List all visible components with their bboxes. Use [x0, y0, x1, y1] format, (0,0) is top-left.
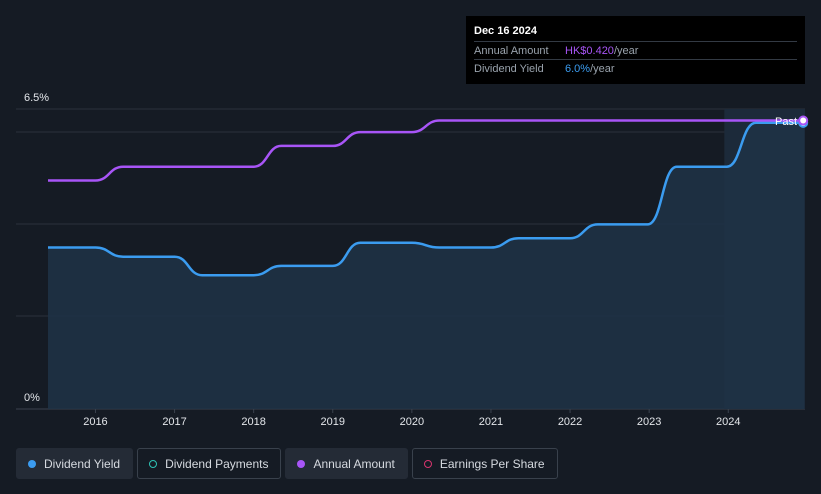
x-tick-label: 2022	[558, 416, 582, 428]
legend-item-dividend-payments[interactable]: Dividend Payments	[137, 448, 282, 479]
past-label: Past	[775, 116, 797, 128]
annual-amount-line	[48, 119, 805, 182]
legend-item-earnings-per-share[interactable]: Earnings Per Share	[411, 448, 558, 479]
x-tick-label: 2023	[637, 416, 661, 428]
tooltip-row-amount: Annual Amount HK$0.420 /year	[474, 41, 797, 59]
legend-item-dividend-yield[interactable]: Dividend Yield	[16, 448, 134, 479]
legend-label: Dividend Yield	[44, 456, 121, 471]
tooltip-amount-unit: /year	[613, 45, 639, 57]
legend-label: Dividend Payments	[165, 456, 269, 471]
x-tick-label: 2021	[479, 416, 503, 428]
tooltip-yield-label: Dividend Yield	[474, 63, 544, 75]
tooltip-amount-value: HK$0.420	[565, 45, 614, 57]
y-tick-label-bottom: 0%	[24, 392, 40, 404]
dividend-chart: 6.5% 0% 2016 2017 2018 2019 2020 2021 2022 2023 20…	[16, 92, 809, 428]
tooltip: Dec 16 2024 Annual Amount HK$0.420 /year…	[466, 16, 805, 84]
legend-label: Earnings Per Share	[439, 456, 545, 471]
earnings-per-share-dot-icon	[423, 459, 432, 468]
tooltip-date: Dec 16 2024	[474, 25, 537, 37]
dividend-payments-dot-icon	[149, 459, 158, 468]
x-tick-label: 2018	[241, 416, 265, 428]
dividend-yield-dot-icon	[28, 459, 36, 468]
tooltip-amount-label: Annual Amount	[474, 45, 549, 57]
dividend-yield-area	[48, 122, 805, 410]
annual-amount-dot-icon	[297, 459, 306, 468]
x-tick-label: 2024	[716, 416, 740, 428]
hover-markers	[798, 115, 809, 128]
x-tick-label: 2017	[162, 416, 186, 428]
axis-ticks: 6.5% 0% 2016 2017 2018 2019 2020 2021 2022 2023 20…	[24, 92, 741, 428]
tooltip-yield-unit: /year	[590, 63, 615, 75]
x-tick-label: 2019	[321, 416, 345, 428]
x-tick-label: 2020	[400, 416, 424, 428]
dividend-yield-line	[48, 121, 805, 277]
legend-label: Annual Amount	[313, 456, 395, 471]
x-tick-label: 2016	[83, 416, 107, 428]
annual-amount-marker	[798, 115, 809, 126]
y-tick-label-top: 6.5%	[24, 92, 49, 104]
legend-item-annual-amount[interactable]: Annual Amount	[285, 448, 408, 479]
legend: Dividend Yield Dividend Payments Annual …	[16, 448, 558, 479]
series-lines	[48, 119, 805, 410]
tooltip-row-yield: Dividend Yield 6.0% /year	[474, 59, 797, 77]
tooltip-yield-value: 6.0%	[565, 63, 591, 75]
